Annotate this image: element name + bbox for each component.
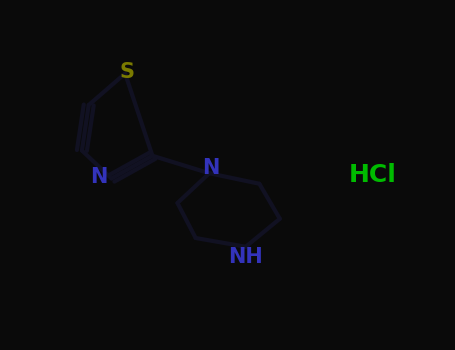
Text: NH: NH [228,247,263,267]
Text: HCl: HCl [349,163,397,187]
Text: N: N [202,158,219,178]
Text: N: N [90,167,107,187]
Text: S: S [120,62,135,82]
